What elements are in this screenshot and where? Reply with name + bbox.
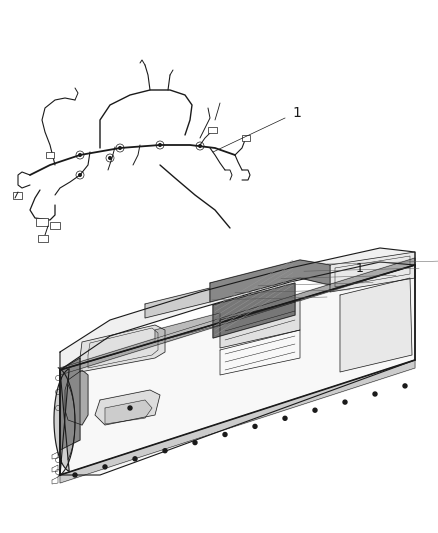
Bar xyxy=(14,191,22,198)
Circle shape xyxy=(223,432,226,437)
Circle shape xyxy=(162,449,166,453)
Circle shape xyxy=(73,473,77,477)
Circle shape xyxy=(108,156,112,160)
Bar xyxy=(50,222,60,229)
Circle shape xyxy=(103,465,107,469)
Polygon shape xyxy=(68,385,75,459)
Polygon shape xyxy=(54,369,69,475)
Polygon shape xyxy=(60,258,414,375)
Polygon shape xyxy=(339,278,411,372)
Polygon shape xyxy=(95,390,159,425)
Bar xyxy=(36,218,48,226)
Circle shape xyxy=(118,146,122,150)
Circle shape xyxy=(128,406,132,410)
Bar xyxy=(46,152,54,158)
Circle shape xyxy=(193,441,197,445)
Polygon shape xyxy=(60,248,414,370)
Polygon shape xyxy=(65,370,88,425)
Circle shape xyxy=(283,416,286,421)
Circle shape xyxy=(312,408,316,412)
Polygon shape xyxy=(212,283,294,338)
Polygon shape xyxy=(80,325,165,372)
Polygon shape xyxy=(155,313,219,342)
Circle shape xyxy=(198,144,201,148)
Circle shape xyxy=(372,392,376,396)
Polygon shape xyxy=(60,265,414,475)
Circle shape xyxy=(133,457,137,461)
Circle shape xyxy=(158,143,162,147)
Polygon shape xyxy=(105,400,152,424)
Bar xyxy=(208,127,217,133)
Polygon shape xyxy=(145,288,209,318)
Circle shape xyxy=(78,153,82,157)
Polygon shape xyxy=(219,300,299,348)
Circle shape xyxy=(252,424,256,429)
Polygon shape xyxy=(60,360,414,483)
Circle shape xyxy=(78,173,82,177)
Polygon shape xyxy=(209,260,329,302)
Polygon shape xyxy=(60,358,80,450)
Polygon shape xyxy=(329,252,414,292)
Text: 1: 1 xyxy=(355,262,363,274)
Bar xyxy=(38,235,48,241)
Circle shape xyxy=(342,400,346,404)
Circle shape xyxy=(402,384,406,388)
Text: 1: 1 xyxy=(291,106,300,120)
Bar xyxy=(241,135,249,141)
